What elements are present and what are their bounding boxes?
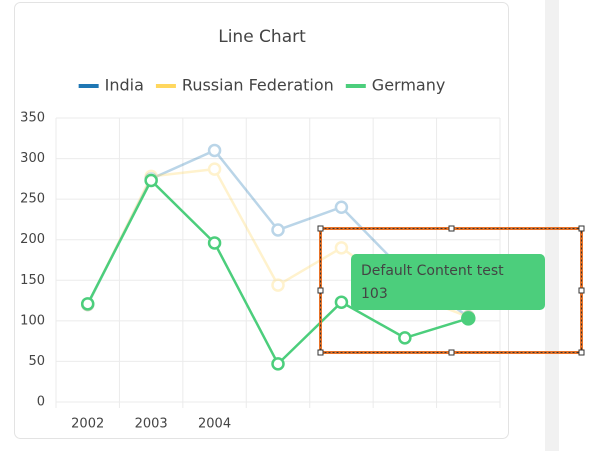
point	[207, 236, 222, 250]
x-tick-label: 2003	[135, 417, 168, 432]
tooltip-title: Default Content test	[361, 263, 504, 279]
handle[interactable]	[578, 287, 585, 294]
legend-item[interactable]: Germany	[345, 76, 446, 95]
scrollbar[interactable]	[545, 0, 559, 451]
point	[271, 357, 285, 371]
handle[interactable]	[317, 349, 324, 356]
y-tick-label: 50	[28, 354, 45, 369]
handle[interactable]	[317, 287, 324, 294]
legend-label: India	[105, 76, 144, 95]
legend: India Russian Federation Germany	[78, 76, 446, 95]
tooltip-value: 103	[361, 286, 388, 302]
y-tick-label: 350	[20, 111, 45, 126]
y-tick-label: 200	[20, 232, 45, 247]
handle[interactable]	[448, 349, 455, 356]
point	[398, 331, 412, 345]
point	[207, 143, 222, 158]
point	[271, 223, 285, 237]
tooltip-box	[351, 254, 545, 310]
point	[271, 278, 285, 292]
handle[interactable]	[578, 225, 585, 232]
y-tick-label: 0	[37, 395, 45, 410]
point	[144, 173, 158, 188]
point	[334, 200, 349, 215]
legend-item[interactable]: India	[78, 76, 144, 95]
y-tick-label: 100	[20, 313, 45, 328]
y-tick-label: 300	[20, 151, 45, 166]
y-tick-label: 250	[20, 192, 45, 207]
handle[interactable]	[317, 225, 324, 232]
point	[334, 241, 349, 255]
selection-box[interactable]	[317, 225, 585, 356]
series	[80, 173, 476, 371]
handle[interactable]	[578, 349, 585, 356]
x-tick-label: 2004	[198, 417, 231, 432]
legend-label: Russian Federation	[182, 76, 334, 95]
legend-item[interactable]: Russian Federation	[155, 76, 334, 95]
legend-label: Germany	[372, 76, 446, 95]
handle[interactable]	[448, 225, 455, 232]
point	[334, 295, 349, 309]
tooltip: Default Content test 103	[351, 254, 545, 310]
chart-title: Line Chart	[218, 27, 306, 47]
chart-card	[14, 2, 509, 439]
y-tick-label: 150	[20, 273, 45, 288]
point	[80, 297, 95, 311]
x-tick-label: 2002	[71, 417, 104, 432]
point	[207, 162, 222, 176]
point	[461, 311, 476, 326]
